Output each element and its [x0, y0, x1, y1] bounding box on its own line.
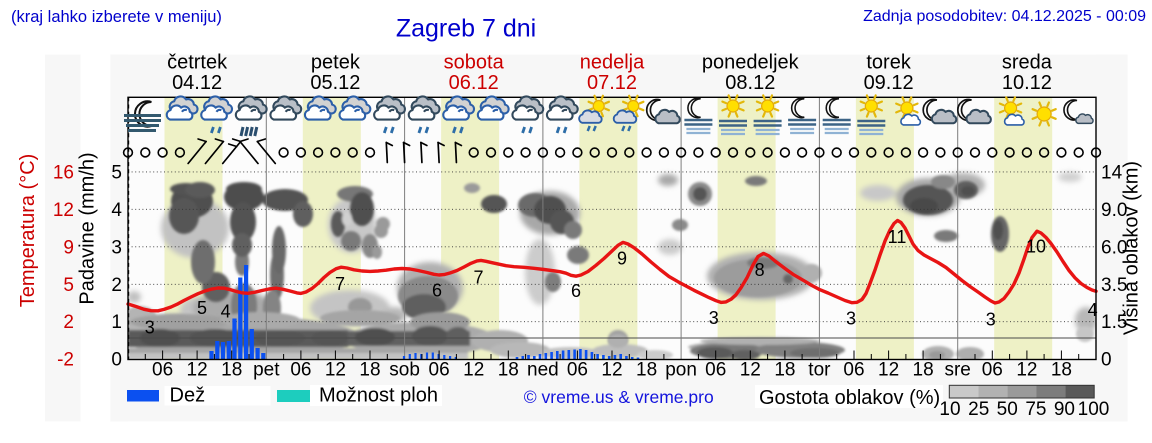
svg-text:2: 2	[111, 275, 122, 296]
svg-text:12: 12	[463, 360, 484, 381]
svg-text:sreda: sreda	[1002, 52, 1053, 74]
svg-text:06: 06	[982, 360, 1003, 381]
svg-text:Temperatura (°C): Temperatura (°C)	[17, 154, 39, 308]
svg-text:3: 3	[145, 318, 155, 338]
svg-text:Dež: Dež	[170, 385, 206, 407]
svg-text:06: 06	[567, 360, 588, 381]
svg-text:06: 06	[843, 360, 864, 381]
svg-text:pet: pet	[253, 360, 280, 381]
svg-text:05.12: 05.12	[310, 72, 360, 94]
svg-text:07.12: 07.12	[587, 72, 637, 94]
svg-text:12: 12	[187, 360, 208, 381]
svg-text:Padavine (mm/h): Padavine (mm/h)	[77, 152, 99, 304]
svg-text:0: 0	[111, 350, 122, 371]
svg-text:06: 06	[429, 360, 450, 381]
svg-text:18: 18	[359, 360, 380, 381]
svg-text:7: 7	[335, 274, 345, 294]
svg-text:6.0: 6.0	[1101, 237, 1127, 258]
svg-text:7: 7	[473, 267, 483, 287]
svg-text:5: 5	[111, 162, 122, 183]
svg-text:14: 14	[1101, 162, 1123, 183]
svg-text:18: 18	[498, 360, 519, 381]
svg-text:9: 9	[63, 237, 74, 258]
svg-text:Zagreb 7 dni: Zagreb 7 dni	[396, 15, 536, 43]
svg-text:Možnost ploh: Možnost ploh	[319, 385, 438, 407]
svg-text:0: 0	[1101, 350, 1112, 371]
svg-text:4: 4	[1088, 300, 1098, 320]
svg-text:9.0: 9.0	[1101, 200, 1127, 221]
svg-text:18: 18	[1051, 360, 1072, 381]
svg-text:4: 4	[111, 200, 122, 221]
svg-text:Zadnja posodobitev: 04.12.2025: Zadnja posodobitev: 04.12.2025 - 00:09	[863, 8, 1146, 25]
svg-text:© vreme.us & vreme.pro: © vreme.us & vreme.pro	[524, 387, 714, 407]
svg-text:100: 100	[1078, 399, 1110, 420]
svg-text:3.5: 3.5	[1101, 275, 1127, 296]
svg-text:18: 18	[221, 360, 242, 381]
svg-text:10.12: 10.12	[1002, 72, 1052, 94]
svg-text:1.5: 1.5	[1101, 312, 1127, 333]
svg-text:12: 12	[740, 360, 761, 381]
svg-text:90: 90	[1054, 399, 1075, 420]
svg-text:četrtek: četrtek	[167, 52, 228, 74]
svg-text:12: 12	[1016, 360, 1037, 381]
svg-text:18: 18	[913, 360, 934, 381]
svg-text:16: 16	[53, 162, 74, 183]
svg-text:06.12: 06.12	[449, 72, 499, 94]
svg-text:Gostota oblakov (%): Gostota oblakov (%)	[759, 387, 940, 409]
svg-text:12: 12	[325, 360, 346, 381]
svg-text:2: 2	[63, 312, 74, 333]
svg-text:ponedeljek: ponedeljek	[702, 52, 800, 74]
svg-text:18: 18	[774, 360, 795, 381]
svg-text:sre: sre	[944, 360, 970, 381]
svg-text:6: 6	[432, 281, 442, 301]
svg-text:10: 10	[939, 399, 960, 420]
svg-text:12: 12	[53, 200, 74, 221]
svg-text:(kraj lahko izberete v meniju): (kraj lahko izberete v meniju)	[11, 8, 222, 26]
svg-text:1: 1	[111, 312, 122, 333]
svg-text:4: 4	[221, 302, 231, 322]
svg-text:sob: sob	[389, 360, 420, 381]
svg-text:-2: -2	[57, 350, 74, 371]
svg-text:04.12: 04.12	[172, 72, 222, 94]
svg-text:3: 3	[986, 310, 996, 330]
svg-text:3: 3	[846, 309, 856, 329]
svg-text:5: 5	[63, 275, 74, 296]
svg-text:8: 8	[755, 260, 765, 280]
svg-text:sobota: sobota	[444, 52, 505, 74]
svg-text:10: 10	[1026, 237, 1046, 257]
svg-text:75: 75	[1025, 399, 1046, 420]
svg-text:tor: tor	[808, 360, 831, 381]
svg-text:3: 3	[111, 237, 122, 258]
svg-text:6: 6	[571, 281, 581, 301]
svg-text:petek: petek	[311, 52, 361, 74]
svg-text:pon: pon	[665, 360, 697, 381]
svg-text:09.12: 09.12	[864, 72, 914, 94]
svg-text:08.12: 08.12	[725, 72, 775, 94]
svg-text:06: 06	[705, 360, 726, 381]
svg-text:5: 5	[197, 298, 207, 318]
svg-text:12: 12	[878, 360, 899, 381]
svg-text:50: 50	[997, 399, 1018, 420]
svg-text:nedelja: nedelja	[580, 52, 645, 74]
svg-text:torek: torek	[866, 52, 911, 74]
svg-text:25: 25	[968, 399, 989, 420]
svg-text:3: 3	[709, 308, 719, 328]
svg-text:Višina oblakov (km): Višina oblakov (km)	[1121, 161, 1143, 335]
svg-text:06: 06	[290, 360, 311, 381]
svg-text:12: 12	[601, 360, 622, 381]
svg-text:11: 11	[888, 227, 907, 247]
svg-text:06: 06	[152, 360, 173, 381]
svg-text:18: 18	[636, 360, 657, 381]
svg-text:9: 9	[617, 249, 627, 269]
svg-text:ned: ned	[527, 360, 559, 381]
